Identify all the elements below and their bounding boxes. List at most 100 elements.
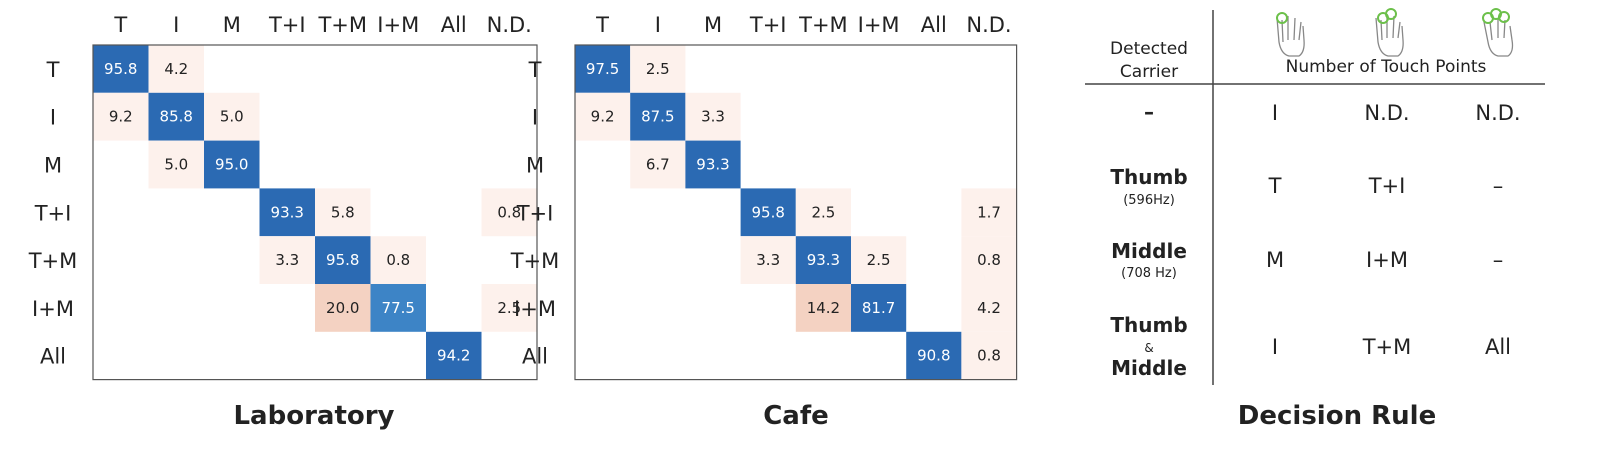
cell-value-label: 1.7: [977, 203, 1001, 221]
cell-value-label: 9.2: [109, 108, 133, 126]
column-label: I+M: [377, 13, 419, 37]
row-label: I: [50, 106, 56, 130]
column-label: M: [704, 13, 722, 37]
cell-value-label: 95.8: [751, 203, 784, 221]
rule-cell: All: [1485, 335, 1511, 359]
column-label: N.D.: [966, 13, 1011, 37]
column-label: I: [173, 13, 179, 37]
laboratory-title: Laboratory: [233, 401, 394, 431]
detected-carrier-header-line1: Detected: [1110, 39, 1188, 59]
rule-cell: –: [1493, 174, 1504, 198]
cell-value-label: 87.5: [641, 108, 674, 126]
row-label: T+I: [516, 201, 554, 225]
column-label: T: [113, 13, 127, 37]
cell-value-label: 97.5: [586, 60, 619, 78]
cell-value-label: 14.2: [807, 299, 840, 317]
cell-value-label: 0.8: [497, 203, 521, 221]
row-label: I+M: [32, 297, 74, 321]
cell-value-label: 94.2: [437, 347, 470, 365]
cell-value-label: 5.8: [331, 203, 355, 221]
column-label: N.D.: [487, 13, 532, 37]
cell-value-label: 2.5: [867, 251, 891, 269]
heatmap-cell: [481, 284, 537, 332]
row-label: All: [40, 345, 66, 369]
cell-value-label: 9.2: [591, 108, 615, 126]
cell-value-label: 20.0: [326, 299, 359, 317]
heatmap-cell: [685, 92, 741, 141]
cell-value-label: 95.8: [326, 251, 359, 269]
heatmap-cell: [795, 236, 851, 284]
decision-rule-title: Decision Rule: [1238, 401, 1436, 431]
two-finger-touch-icon: [1375, 8, 1404, 57]
cell-value-label: 3.3: [275, 251, 299, 269]
cell-value-label: 4.2: [977, 299, 1001, 317]
rule-cell: I+M: [1366, 248, 1408, 272]
touch-points-header: Number of Touch Points: [1286, 57, 1487, 77]
carrier-thumb-and-middle-line2: Middle: [1111, 356, 1187, 380]
cell-value-label: 77.5: [382, 299, 415, 317]
rule-cell: T: [1268, 174, 1282, 198]
rule-cell: I: [1272, 335, 1278, 359]
heatmap-cell: [315, 188, 371, 237]
cell-value-label: 90.8: [917, 347, 950, 365]
column-label: All: [921, 13, 947, 37]
row-label: T+M: [510, 249, 560, 273]
heatmap-cell: [204, 92, 260, 141]
heatmap-cell: [575, 45, 631, 93]
cell-value-label: 0.8: [977, 251, 1001, 269]
carrier-thumb-frequency: (596Hz): [1123, 193, 1175, 208]
heatmap-cell: [795, 284, 851, 332]
rule-cell: T+I: [1368, 174, 1406, 198]
row-label: All: [522, 345, 548, 369]
row-label: T: [528, 58, 542, 82]
rule-cell: I: [1272, 101, 1278, 125]
heatmap-cell: [148, 140, 204, 189]
heatmap-cell: [93, 45, 149, 93]
heatmap-cell: [851, 236, 907, 284]
heatmap-cell: [961, 284, 1017, 332]
laboratory-confusion-matrix: 95.8 4.2 9.2 85.8 5.0 5.0 95.0 93.3 5.8 0.8 3.3 95.…: [28, 13, 538, 381]
column-label: T: [595, 13, 609, 37]
cell-value-label: 5.0: [220, 108, 244, 126]
heatmap-cell: [148, 92, 204, 141]
rule-cell: –: [1493, 248, 1504, 272]
column-label: I+M: [858, 13, 900, 37]
heatmap-cell: [481, 188, 537, 237]
column-label: All: [441, 13, 467, 37]
heatmap-cell: [795, 188, 851, 237]
row-label: I+M: [514, 297, 556, 321]
row-label: M: [44, 154, 62, 178]
cell-value-label: 6.7: [646, 156, 670, 174]
heatmap-cell: [426, 331, 482, 380]
cell-value-label: 2.5: [646, 60, 670, 78]
carrier-none: –: [1144, 100, 1154, 124]
decision-rule-table: Detected Carrier Number of Touch Points …: [1085, 8, 1545, 431]
heatmap-cell: [961, 236, 1017, 284]
detected-carrier-header-line2: Carrier: [1120, 62, 1178, 82]
heatmap-cell: [575, 92, 631, 141]
heatmap-cell: [961, 331, 1017, 380]
cafe-title: Cafe: [763, 401, 829, 431]
heatmap-cell: [93, 92, 149, 141]
three-finger-touch-icon: [1482, 8, 1514, 57]
cell-value-label: 2.5: [497, 299, 521, 317]
rule-cell: N.D.: [1475, 101, 1520, 125]
row-label: I: [532, 106, 538, 130]
heatmap-cell: [315, 236, 371, 284]
matrix-frame: [92, 44, 538, 381]
row-label: T+I: [34, 201, 72, 225]
rule-cell: M: [1266, 248, 1284, 272]
heatmap-cell: [630, 92, 686, 141]
heatmap-cell: [148, 45, 204, 93]
column-label: T+M: [317, 13, 367, 37]
heatmap-cell: [630, 45, 686, 93]
cell-value-label: 93.3: [696, 156, 729, 174]
cell-value-label: 81.7: [862, 299, 895, 317]
heatmap-cell: [370, 236, 426, 284]
column-label: T+I: [268, 13, 306, 37]
carrier-middle: Middle: [1111, 239, 1187, 263]
heatmap-cell: [906, 331, 962, 380]
cell-value-label: 3.3: [701, 108, 725, 126]
cell-value-label: 0.8: [977, 347, 1001, 365]
